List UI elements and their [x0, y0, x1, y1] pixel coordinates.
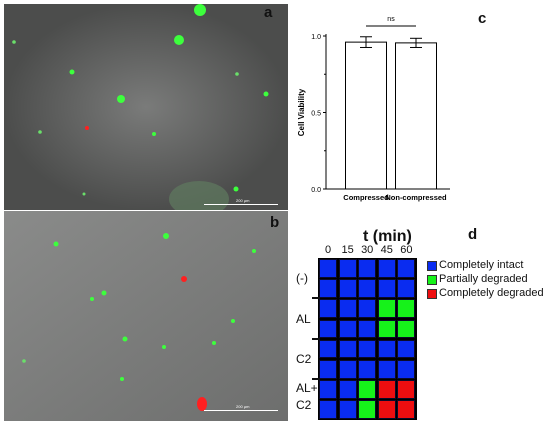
heatmap-cell-intact	[319, 279, 338, 298]
heatmap-cell-intact	[377, 339, 396, 359]
heatmap-cell-intact	[319, 360, 338, 379]
heatmap-cell-partial	[397, 299, 416, 319]
heatmap-title: t (min)	[363, 228, 412, 245]
x-tick-label: Non-compressed	[385, 193, 447, 202]
heatmap-cell-intact	[319, 299, 338, 319]
heatmap-cell-intact	[397, 339, 416, 359]
heatmap-row-label: C2	[296, 398, 312, 413]
heatmap-cell-intact	[358, 339, 377, 359]
heatmap-cell-intact	[319, 380, 338, 399]
legend-label: Completely intact	[439, 259, 524, 271]
heatmap-cell-intact	[319, 319, 338, 339]
heatmap-column-label: 15	[341, 244, 354, 256]
heatmap-cell-intact	[397, 360, 416, 379]
heatmap-cell-intact	[338, 279, 357, 298]
heatmap-cell-intact	[338, 380, 357, 399]
heatmap-cell-intact	[358, 259, 377, 278]
heatmap-cell-intact	[319, 339, 338, 359]
heatmap-cell-intact	[397, 259, 416, 278]
heatmap-row-label: (-)	[296, 271, 308, 286]
heatmap-cell-partial	[397, 319, 416, 339]
heatmap-cell-intact	[338, 400, 357, 420]
heatmap-cell-complete	[377, 380, 396, 399]
y-tick-label: 0.0	[311, 187, 321, 194]
legend-swatch	[427, 289, 437, 299]
significance-label: ns	[387, 16, 395, 23]
y-axis-label: Cell Viability	[297, 88, 306, 136]
micrograph-panel-a: a 200 µm	[4, 4, 288, 210]
heatmap-row-label: AL+	[296, 381, 318, 396]
heatmap-cell-intact	[338, 319, 357, 339]
heatmap-cell-intact	[397, 279, 416, 298]
micrograph-a-image	[4, 4, 288, 210]
heatmap-cell-intact	[338, 259, 357, 278]
degradation-heatmap-grid	[318, 258, 417, 420]
legend-swatch	[427, 261, 437, 271]
x-tick-label: Compressed	[343, 193, 389, 202]
heatmap-cell-intact	[377, 360, 396, 379]
heatmap-cell-complete	[397, 380, 416, 399]
heatmap-cell-intact	[319, 400, 338, 420]
bar-compressed	[345, 41, 387, 190]
heatmap-cell-partial	[377, 319, 396, 339]
legend-label: Completely degraded	[439, 287, 544, 299]
heatmap-cell-intact	[338, 339, 357, 359]
row-group-separator	[312, 297, 320, 300]
scale-bar-label-b: 200 µm	[236, 404, 250, 409]
heatmap-column-labels: 0 15 30 45 60	[318, 244, 418, 256]
scale-bar-label-a: 200 µm	[236, 198, 250, 203]
micrograph-panel-b: b 200 µm	[4, 211, 288, 421]
heatmap-cell-partial	[358, 380, 377, 399]
heatmap-row-label: C2	[296, 352, 312, 366]
heatmap-cell-intact	[377, 279, 396, 298]
legend-swatch	[427, 275, 437, 285]
panel-letter-b: b	[270, 214, 280, 231]
heatmap-column-label: 0	[324, 244, 332, 256]
heatmap-cell-intact	[338, 299, 357, 319]
heatmap-cell-intact	[358, 319, 377, 339]
row-group-separator	[312, 378, 320, 381]
heatmap-column-label: 60	[400, 244, 413, 256]
heatmap-cell-complete	[397, 400, 416, 420]
micrograph-b-image	[4, 211, 288, 421]
heatmap-cell-complete	[377, 400, 396, 420]
y-tick-label: 1.0	[311, 34, 321, 41]
heatmap-column-label: 45	[380, 244, 393, 256]
panel-letter-a: a	[264, 4, 273, 21]
heatmap-cell-intact	[358, 360, 377, 379]
heatmap-cell-intact	[358, 279, 377, 298]
bar-non-compressed	[395, 42, 437, 190]
legend-label: Partially degraded	[439, 273, 528, 285]
heatmap-cell-partial	[377, 299, 396, 319]
heatmap-cell-intact	[377, 259, 396, 278]
heatmap-column-label: 30	[361, 244, 374, 256]
heatmap-cell-partial	[358, 400, 377, 420]
heatmap-row-label: AL	[296, 311, 311, 326]
heatmap-cell-intact	[319, 259, 338, 278]
cell-viability-chart: 0.0 0.5 1.0 Cell Viability CompressedNon-com…	[297, 16, 450, 202]
panel-letter-c: c	[478, 10, 487, 27]
panel-letter-d: d	[468, 226, 478, 243]
row-group-separator	[312, 337, 320, 340]
heatmap-cell-intact	[338, 360, 357, 379]
heatmap-cell-intact	[358, 299, 377, 319]
y-tick-label: 0.5	[311, 111, 321, 118]
